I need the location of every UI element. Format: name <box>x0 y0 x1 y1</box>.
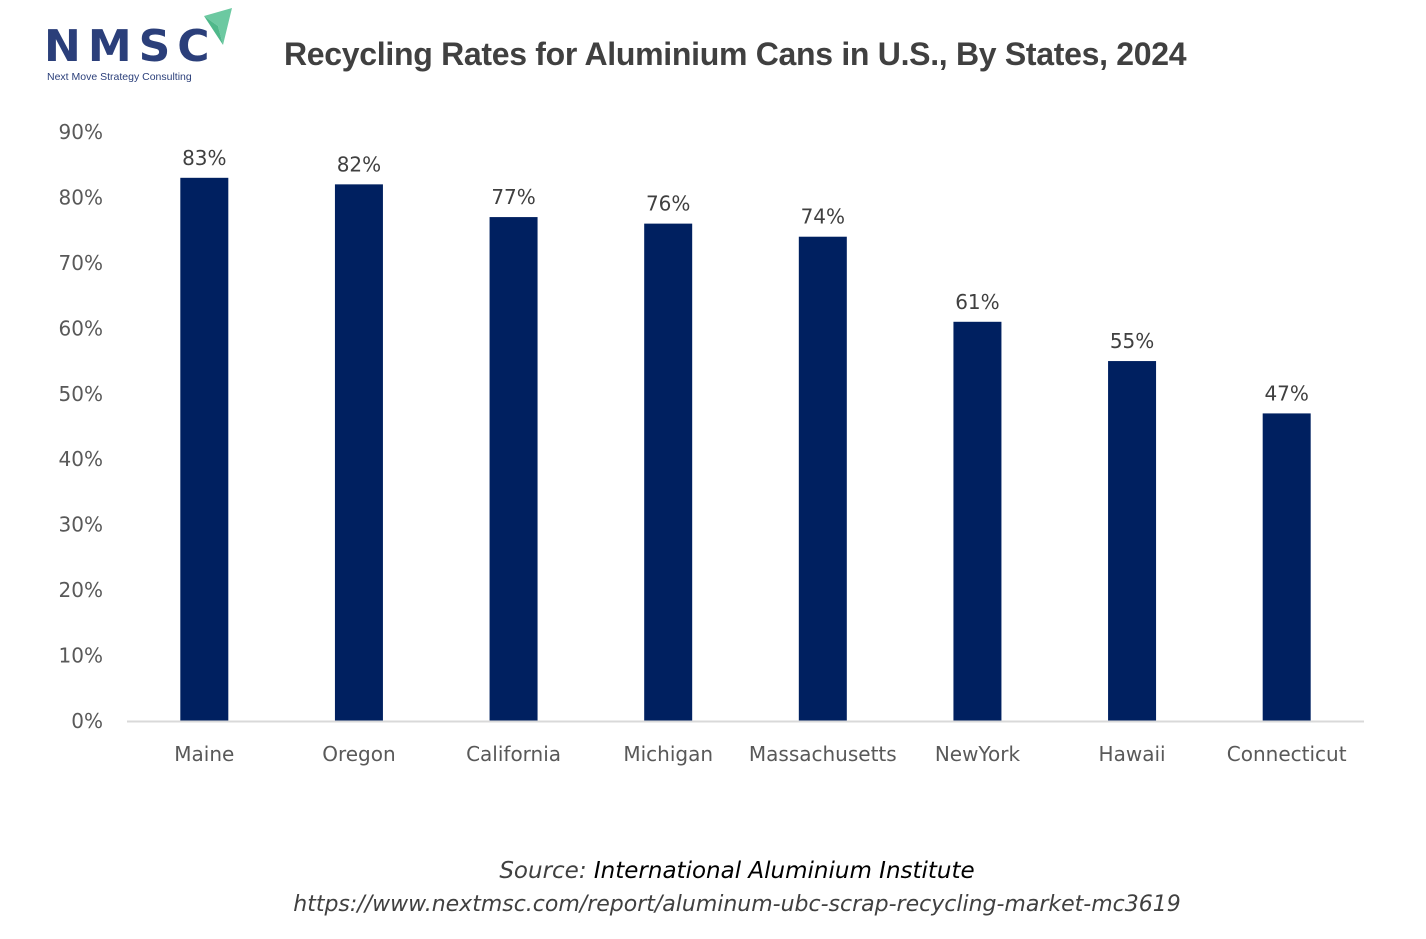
x-tick-label: NewYork <box>935 742 1021 766</box>
data-label: 83% <box>182 146 226 170</box>
data-label: 74% <box>801 205 845 229</box>
bar-massachusetts <box>798 236 847 721</box>
bar-connecticut <box>1262 413 1311 721</box>
bar-maine <box>180 177 229 722</box>
bar-michigan <box>644 223 693 721</box>
bar-oregon <box>334 184 383 721</box>
x-tick-label: Massachusetts <box>749 742 897 766</box>
logo-tagline: Next Move Strategy Consulting <box>47 71 192 83</box>
data-label: 55% <box>1110 329 1154 353</box>
data-label: 47% <box>1264 381 1308 405</box>
data-label: 61% <box>955 290 999 314</box>
logo-wordmark: NMSC <box>44 21 217 72</box>
nmsc-logo: NMSC Next Move Strategy Consulting <box>44 8 244 88</box>
chart-title: Recycling Rates for Aluminium Cans in U.… <box>284 36 1187 72</box>
x-axis: Maine Oregon California Michigan Massachuset… <box>127 720 1364 766</box>
y-tick-label: 40% <box>59 447 103 471</box>
y-tick-label: 80% <box>59 185 103 209</box>
bar-hawaii <box>1108 361 1157 721</box>
y-tick-label: 60% <box>59 316 103 340</box>
bars <box>180 177 1311 722</box>
x-tick-label: Michigan <box>623 742 713 766</box>
y-tick-label: 70% <box>59 251 103 275</box>
y-tick-label: 0% <box>71 709 103 733</box>
data-label: 76% <box>646 192 690 216</box>
bar-newyork <box>953 321 1002 721</box>
data-labels: 83% 82% 77% 76% 74% 61% 55% 47% <box>182 146 1309 406</box>
source-url: https://www.nextmsc.com/report/aluminum-… <box>293 892 1181 917</box>
data-label: 82% <box>337 152 381 176</box>
x-tick-label: Hawaii <box>1099 742 1166 766</box>
x-tick-label: Connecticut <box>1227 742 1347 766</box>
source-name: International Aluminium Institute <box>593 858 975 884</box>
source-prefix: Source: <box>499 858 587 884</box>
x-tick-label: Oregon <box>322 742 395 766</box>
data-label: 77% <box>491 185 535 209</box>
bar-california <box>489 217 538 722</box>
x-tick-label: Maine <box>174 742 234 766</box>
y-tick-label: 90% <box>59 120 103 144</box>
logo-arrow-icon <box>204 8 232 45</box>
y-tick-label: 20% <box>59 578 103 602</box>
y-tick-label: 50% <box>59 382 103 406</box>
source-line: Source: International Aluminium Institut… <box>0 858 1426 884</box>
y-tick-label: 30% <box>59 513 103 537</box>
y-axis: 0% 10% 20% 30% 40% 50% 60% 70% 80% 90% <box>59 120 103 733</box>
y-tick-label: 10% <box>59 644 103 668</box>
x-tick-label: California <box>466 742 561 766</box>
